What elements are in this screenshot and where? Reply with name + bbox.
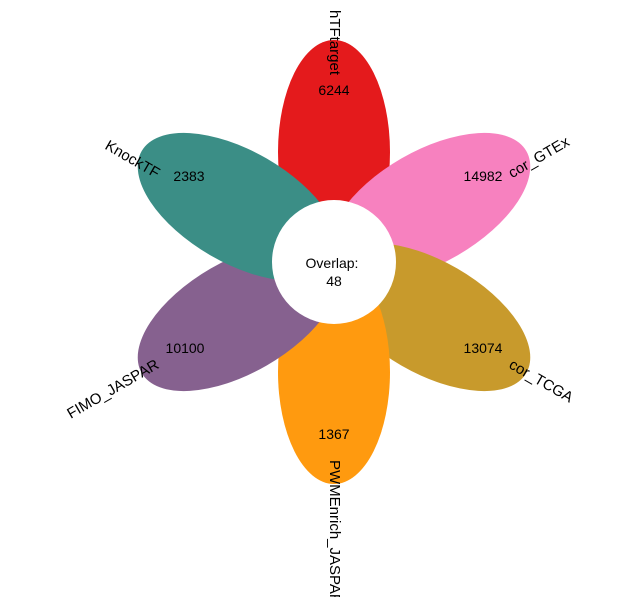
set-label: hTFtarget [326,10,343,76]
petal-count: 6244 [318,82,349,98]
overlap-label: Overlap: [306,255,359,271]
overlap-count: 48 [326,273,342,289]
petal-count: 2383 [173,168,204,184]
petal-counts-group: 6244 14982 13074 1367 10100 2383 [166,82,503,442]
petal-count: 1367 [318,426,349,442]
petal-count: 10100 [166,340,205,356]
petal-count: 13074 [464,340,503,356]
set-label: PWMEnrich_JASPAR [326,460,343,597]
set-label: FIMO_JASPAR [64,356,162,422]
petal-count: 14982 [464,168,503,184]
center-circle [272,200,396,324]
